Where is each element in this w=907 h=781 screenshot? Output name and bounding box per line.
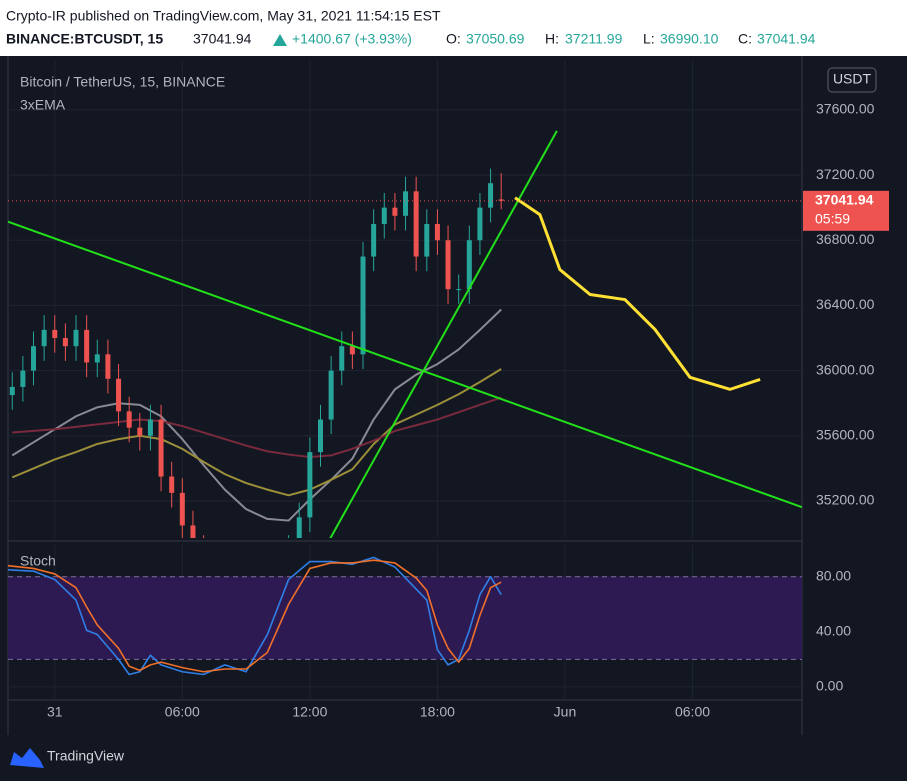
candle-body <box>169 476 175 493</box>
candle-body <box>179 492 185 526</box>
candle-body <box>275 558 280 566</box>
currency: USDT <box>833 71 872 87</box>
candle-body <box>317 419 323 453</box>
last-price-box <box>803 190 889 231</box>
candle-body <box>360 256 366 355</box>
candle-body <box>265 566 270 574</box>
main-pane <box>8 60 802 574</box>
o: 37050.69 <box>466 31 525 47</box>
candle-body <box>339 346 345 371</box>
candle-body <box>328 370 334 420</box>
candle-body <box>424 223 430 257</box>
candle-body <box>403 191 409 216</box>
candle-body <box>445 240 451 290</box>
y-tick-label: 36800.00 <box>816 231 875 247</box>
candle-body <box>286 550 291 558</box>
candle-body <box>9 386 15 396</box>
candle-body <box>84 329 90 363</box>
stoch-line <box>8 559 502 673</box>
candle-body <box>73 329 79 347</box>
candle-body <box>477 207 483 241</box>
candle-body <box>52 329 58 339</box>
candle-body <box>466 240 472 290</box>
brand: TradingView <box>47 748 125 764</box>
h: 37211.99 <box>565 31 623 47</box>
c-label: C: <box>738 31 752 47</box>
candle-body <box>62 338 68 347</box>
candle-body <box>222 566 227 574</box>
candle-body <box>307 452 313 518</box>
ema-line <box>11 308 502 522</box>
candle-body <box>371 223 377 257</box>
stoch-pane <box>8 545 802 700</box>
y-tick-label: 36000.00 <box>816 361 875 377</box>
publisher: Crypto-IR published on TradingView.com, … <box>6 8 441 24</box>
y-tick-label: 80.00 <box>816 567 851 583</box>
ema-line <box>12 396 502 459</box>
y-tick-label: 35200.00 <box>816 492 875 508</box>
candle-body <box>126 411 132 428</box>
x-tick-label: 31 <box>47 704 63 720</box>
quote-line: BINANCE:BTCUSDT, 15 37041.94 +1400.67 (+… <box>6 31 816 47</box>
candle-body <box>147 419 153 436</box>
h-label: H: <box>545 31 559 47</box>
candle-body <box>116 378 122 412</box>
candle-body <box>392 207 398 216</box>
candle-body <box>381 207 387 224</box>
indicator-name: 3xEMA <box>20 97 66 113</box>
countdown: 05:59 <box>815 211 850 227</box>
stoch-band <box>8 576 802 660</box>
change: +1400.67 (+3.93%) <box>292 31 412 47</box>
x-tick-label: 06:00 <box>165 704 200 720</box>
candle-body <box>201 550 206 558</box>
symbol: BINANCE:BTCUSDT, 15 <box>6 31 163 47</box>
candle-body <box>212 558 217 566</box>
candle-body <box>94 354 100 363</box>
drawing-line <box>514 196 761 391</box>
axes: 31 06:00 12:00 18:00 Jun 06:00 35200.00 35600.0… <box>47 101 889 720</box>
l-label: L: <box>643 31 655 47</box>
last-price-label: 37041.94 <box>815 192 874 208</box>
candle-body <box>296 517 302 538</box>
candle-body <box>190 525 196 538</box>
candle-body <box>456 289 462 291</box>
ema-line <box>11 368 502 497</box>
candle-body <box>434 223 440 241</box>
y-tick-label: 36400.00 <box>816 296 875 312</box>
l: 36990.10 <box>660 31 719 47</box>
y-tick-label: 35600.00 <box>816 427 875 443</box>
candle-body <box>20 370 26 387</box>
stoch-title: Stoch <box>20 553 56 569</box>
y-tick-label: 37600.00 <box>816 101 875 117</box>
stoch-line <box>8 556 502 676</box>
currency-box[interactable] <box>827 67 877 93</box>
y-tick-label: 37200.00 <box>816 166 875 182</box>
candle-body <box>349 346 355 355</box>
candle-body <box>41 329 47 347</box>
candle-body <box>233 566 238 574</box>
c: 37041.94 <box>757 31 816 47</box>
series-title: Bitcoin / TetherUS, 15, BINANCE <box>20 74 225 90</box>
drawing-line <box>8 220 802 509</box>
up-arrow <box>273 34 287 46</box>
candle-body <box>158 419 164 477</box>
candle-body <box>488 183 494 208</box>
x-tick-label: 12:00 <box>292 704 327 720</box>
candle-body <box>137 427 143 436</box>
logo-icon <box>10 748 44 768</box>
x-tick-label: 18:00 <box>420 704 455 720</box>
candle-body <box>498 199 504 201</box>
y-tick-label: 0.00 <box>816 678 843 694</box>
header-bg <box>0 0 907 56</box>
o-label: O: <box>446 31 461 47</box>
logo <box>10 748 44 768</box>
y-tick-label: 40.00 <box>816 623 851 639</box>
price: 37041.94 <box>193 31 252 47</box>
candle-body <box>105 354 111 379</box>
x-tick-label: 06:00 <box>675 704 710 720</box>
x-tick-label: Jun <box>554 704 577 720</box>
candle-body <box>31 346 37 371</box>
candle-body <box>413 191 419 257</box>
